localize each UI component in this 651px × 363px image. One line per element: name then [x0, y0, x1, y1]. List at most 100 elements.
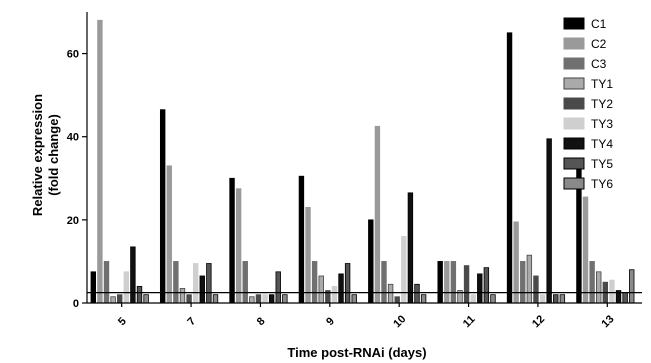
bar-ty4-day-5	[130, 246, 136, 304]
bar-c2-day-10	[374, 125, 381, 304]
bar-c3-day-5	[103, 261, 110, 304]
legend-label-ty5: TY5	[591, 157, 613, 171]
bar-c1-day-7	[159, 109, 166, 304]
legend-label-ty6: TY6	[591, 177, 613, 191]
bar-ty1-day-12	[526, 254, 533, 304]
bar-ty2-day-8	[255, 294, 262, 304]
bar-ty2-day-5	[117, 294, 123, 304]
x-tick-label: 9	[324, 315, 337, 328]
bar-ty5-day-9	[344, 263, 351, 304]
bar-ty1-day-10	[387, 283, 394, 304]
bar-c1-day-8	[229, 177, 235, 304]
bar-ty6-day-5	[143, 294, 149, 304]
bar-c3-day-8	[242, 261, 248, 304]
legend-swatch-ty6	[563, 177, 585, 190]
bar-c2-day-5	[97, 19, 103, 304]
legend-swatch-ty5	[563, 157, 585, 170]
bar-ty5-day-13	[622, 292, 628, 304]
bar-ty1-day-13	[596, 271, 602, 304]
axes	[86, 12, 642, 304]
legend-label-c3: C3	[591, 57, 607, 71]
x-tick-label: 12	[530, 313, 547, 330]
bar-c2-day-7	[166, 165, 172, 304]
bar-c3-day-9	[311, 261, 318, 304]
bar-c1-day-5	[90, 271, 96, 304]
bar-ty4-day-10	[407, 192, 414, 304]
bar-ty6-day-8	[282, 294, 288, 304]
plot-area	[90, 19, 635, 304]
y-tick-label: 20	[67, 215, 79, 227]
bar-ty1-day-8	[249, 296, 255, 304]
bar-c2-day-9	[305, 206, 311, 304]
bar-c2-day-11	[444, 261, 450, 304]
legend-swatch-ty4	[563, 137, 585, 150]
bar-ty1-day-7	[179, 288, 186, 304]
bar-ty4-day-12	[546, 138, 552, 304]
bar-ty3-day-5	[123, 271, 129, 304]
y-ticks: 0 20 40 60	[67, 49, 87, 310]
legend-label-ty3: TY3	[591, 117, 613, 131]
legend-swatch-ty2	[563, 97, 585, 110]
legend-label-ty2: TY2	[591, 97, 613, 111]
bar-ty1-day-5	[110, 296, 116, 304]
bar-ty5-day-8	[275, 271, 281, 304]
legend: C1 C2 C3 TY1 TY2 TY3 TY4 TY5 TY6	[563, 17, 613, 191]
bar-ty3-day-9	[331, 285, 338, 304]
bar-ty1-day-9	[318, 275, 324, 304]
bar-c2-day-13	[582, 196, 589, 304]
bar-ty5-day-11	[483, 267, 490, 304]
bar-ty6-day-7	[212, 294, 219, 304]
y-tick-label: 40	[67, 132, 79, 144]
bar-ty2-day-10	[394, 296, 400, 304]
legend-swatch-ty1	[563, 77, 585, 90]
bar-ty6-day-10	[420, 294, 427, 304]
bar-ty5-day-7	[206, 263, 212, 304]
x-tick-label: 7	[185, 315, 198, 328]
bar-ty6-day-12	[559, 294, 566, 304]
bar-c3-day-12	[520, 261, 526, 304]
x-axis-title: Time post-RNAi (days)	[287, 345, 426, 360]
bar-ty3-day-8	[262, 294, 268, 304]
bar-ty5-day-12	[553, 294, 559, 304]
bar-ty3-day-12	[539, 294, 546, 304]
bar-c3-day-11	[450, 261, 457, 304]
legend-swatch-c1	[563, 17, 585, 30]
legend-swatch-ty3	[563, 117, 585, 130]
bar-c3-day-7	[173, 261, 179, 304]
bar-ty6-day-11	[490, 294, 496, 304]
bar-c3-day-10	[381, 261, 387, 304]
bar-ty4-day-11	[477, 273, 483, 304]
bar-ty5-day-10	[414, 283, 420, 304]
x-tick-label: 5	[116, 315, 129, 328]
y-tick-label: 0	[73, 298, 79, 310]
legend-label-c2: C2	[591, 37, 607, 51]
bar-c1-day-10	[368, 219, 374, 304]
x-ticks: 5 7 8 9 10 11 12 13	[116, 303, 617, 330]
bar-ty6-day-9	[351, 294, 357, 304]
bar-c2-day-8	[235, 188, 242, 304]
bar-ty5-day-5	[136, 285, 143, 304]
bar-ty4-day-8	[268, 294, 275, 304]
legend-swatch-c2	[563, 37, 585, 50]
legend-swatch-c3	[563, 57, 585, 70]
bar-c1-day-9	[298, 175, 305, 304]
x-tick-label: 11	[461, 313, 478, 330]
bar-ty3-day-13	[609, 279, 615, 304]
bar-c3-day-13	[589, 261, 595, 304]
bar-ty4-day-7	[199, 275, 205, 304]
bar-ty3-day-11	[470, 294, 476, 304]
bar-c1-day-12	[506, 32, 513, 304]
bar-ty2-day-11	[463, 265, 470, 304]
y-tick-label: 60	[67, 49, 79, 61]
bar-c2-day-12	[513, 221, 519, 304]
x-tick-label: 13	[599, 313, 616, 330]
bar-ty2-day-12	[533, 275, 539, 304]
y-axis-title-line-1: Relative expression	[30, 94, 45, 216]
bar-ty4-day-9	[338, 273, 344, 304]
bar-ty2-day-7	[186, 294, 192, 304]
legend-label-c1: C1	[591, 17, 607, 31]
x-tick-label: 10	[391, 313, 408, 330]
bar-ty6-day-13	[629, 269, 635, 304]
y-axis-title-line-2: (fold change)	[46, 114, 61, 196]
